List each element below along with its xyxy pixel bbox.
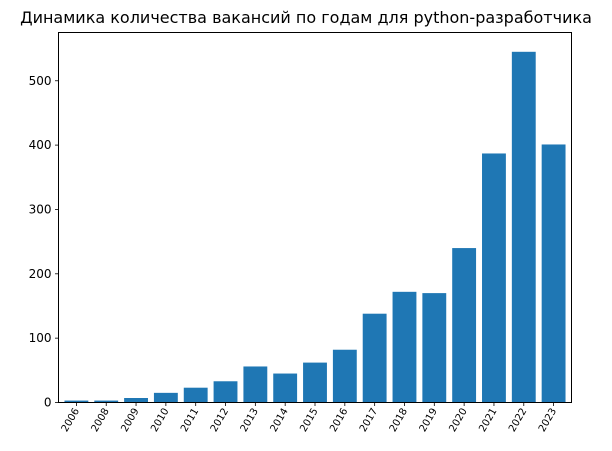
y-tick-label: 500 <box>29 74 52 88</box>
bar-2012 <box>213 381 238 403</box>
x-tick-label: 2022 <box>507 407 529 435</box>
x-tick-label: 2010 <box>149 407 171 435</box>
x-tick-label: 2006 <box>60 407 82 435</box>
x-tick-label: 2013 <box>239 407 261 435</box>
x-tick-label: 2021 <box>477 407 499 435</box>
y-tick-label: 400 <box>29 138 52 152</box>
chart-title: Динамика количества вакансий по годам дл… <box>20 8 592 27</box>
x-tick-label: 2008 <box>90 407 112 435</box>
x-tick-label: 2009 <box>119 407 141 435</box>
bar-2011 <box>183 387 208 403</box>
x-tick-label: 2016 <box>328 407 350 435</box>
bar-2017 <box>362 313 387 403</box>
bar-2009 <box>124 398 148 403</box>
bars-layer <box>64 51 566 403</box>
bar-2014 <box>273 373 298 403</box>
x-tick-label: 2023 <box>537 407 559 435</box>
x-tick-label: 2018 <box>388 407 410 435</box>
bar-2021 <box>482 153 506 403</box>
y-tick-label: 100 <box>29 331 52 345</box>
x-tick-label: 2019 <box>418 407 440 435</box>
bar-2006 <box>64 400 89 403</box>
bar-2022 <box>511 51 536 403</box>
x-tick-label: 2017 <box>358 407 380 435</box>
bar-2018 <box>392 291 417 403</box>
y-tick-label: 0 <box>44 396 52 410</box>
plot-frame <box>58 32 572 403</box>
bar-2016 <box>332 349 357 403</box>
bar-2020 <box>452 248 477 403</box>
bar-2008 <box>94 400 119 403</box>
y-tick-label: 300 <box>29 202 52 216</box>
x-tick-label: 2015 <box>298 407 320 435</box>
bar-2015 <box>303 362 327 403</box>
x-tick-label: 2014 <box>269 407 291 435</box>
y-axis: 0 100 200 300 400 500 <box>29 74 59 410</box>
x-tick-label: 2020 <box>447 407 469 435</box>
x-tick-label: 2012 <box>209 407 231 435</box>
y-tick-label: 200 <box>29 267 52 281</box>
bar-2010 <box>153 392 178 403</box>
x-axis: 2006 2008 2009 2010 2011 2012 2013 2014 2015 2016… <box>60 402 559 435</box>
bar-2019 <box>422 293 447 403</box>
x-tick-label: 2011 <box>179 407 201 435</box>
bar-2013 <box>243 366 268 403</box>
bar-2023 <box>541 144 566 403</box>
